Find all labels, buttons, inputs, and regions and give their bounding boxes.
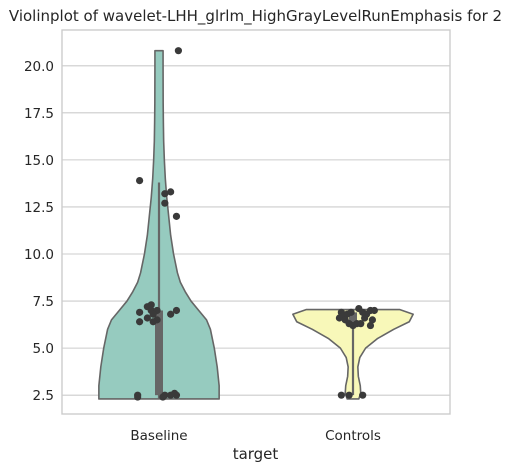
data-point-controls: [335, 314, 344, 322]
data-point-baseline: [172, 212, 181, 220]
data-point-controls: [347, 308, 355, 316]
iqr-box-controls: [349, 312, 357, 324]
x-tick-label: Baseline: [130, 428, 187, 444]
chart-title: Violinplot of wavelet-LHH_glrlm_HighGray…: [9, 7, 502, 26]
data-point-baseline: [149, 318, 157, 326]
y-tick-label: 5.0: [33, 341, 54, 357]
y-tick-label: 15.0: [24, 153, 54, 169]
data-point-baseline: [136, 308, 144, 316]
data-point-controls: [370, 306, 378, 315]
data-point-baseline: [134, 393, 142, 401]
data-point-baseline: [143, 314, 151, 322]
data-point-baseline: [149, 310, 157, 318]
data-point-baseline: [161, 199, 169, 207]
y-tick-label: 10.0: [24, 247, 54, 263]
data-point-controls: [359, 391, 367, 399]
plot-frame: [61, 29, 451, 415]
y-tick-label: 2.5: [33, 388, 54, 404]
data-point-controls: [357, 320, 365, 328]
x-axis-title: target: [233, 445, 279, 463]
data-point-baseline: [172, 306, 181, 315]
data-point-baseline: [174, 47, 182, 55]
data-point-baseline: [167, 310, 175, 318]
data-point-controls: [361, 314, 369, 322]
y-tick-label: 7.5: [33, 294, 54, 310]
data-point-baseline: [161, 190, 169, 198]
data-point-baseline: [136, 318, 144, 326]
data-point-controls: [366, 321, 375, 330]
data-point-baseline: [147, 301, 155, 309]
data-point-controls: [368, 316, 376, 324]
data-point-baseline: [172, 391, 181, 399]
iqr-box-baseline: [155, 310, 163, 396]
x-tick-label: Controls: [325, 428, 381, 444]
data-point-baseline: [167, 188, 175, 196]
data-point-baseline: [136, 176, 144, 185]
data-points: [134, 47, 378, 401]
y-tick-label: 20.0: [24, 59, 54, 75]
axes: 2.5 5.0 7.5 10.0 12.5 15.0 17.5 20.0 Baseline Con…: [24, 29, 451, 444]
data-point-baseline: [159, 393, 167, 401]
data-point-controls: [345, 391, 353, 399]
y-tick-label: 12.5: [24, 200, 54, 216]
y-tick-label: 17.5: [24, 106, 54, 122]
data-point-controls: [337, 391, 345, 399]
